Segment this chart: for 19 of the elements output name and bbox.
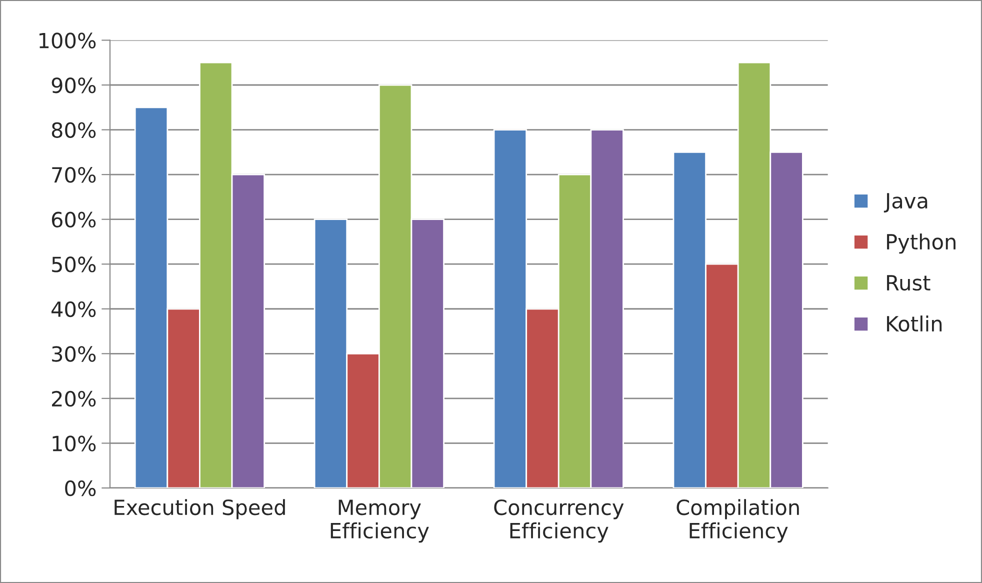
x-tick-label: Concurrency Efficiency <box>494 499 624 543</box>
y-tick-label: 70% <box>52 167 96 183</box>
y-tick-label: 90% <box>52 77 96 94</box>
x-tick-label: Compilation Efficiency <box>676 499 799 543</box>
legend-label: Kotlin <box>887 316 942 332</box>
y-tick-label: 0% <box>65 480 96 496</box>
x-tick-label: Memory Efficiency <box>330 500 429 543</box>
y-tick-label: 100% <box>40 32 96 48</box>
y-tick-label: 40% <box>52 301 96 318</box>
y-tick-label: 50% <box>52 256 96 272</box>
y-tick-label: 80% <box>52 122 96 138</box>
y-tick-label: 60% <box>52 212 96 228</box>
legend-label: Rust <box>887 275 930 291</box>
legend-label: Java <box>884 193 928 213</box>
x-tick-label: Execution Speed <box>114 499 285 520</box>
y-tick-label: 10% <box>52 436 96 452</box>
y-tick-label: 30% <box>52 346 96 362</box>
y-tick-label: 20% <box>52 390 96 407</box>
legend-label: Python <box>887 234 956 254</box>
